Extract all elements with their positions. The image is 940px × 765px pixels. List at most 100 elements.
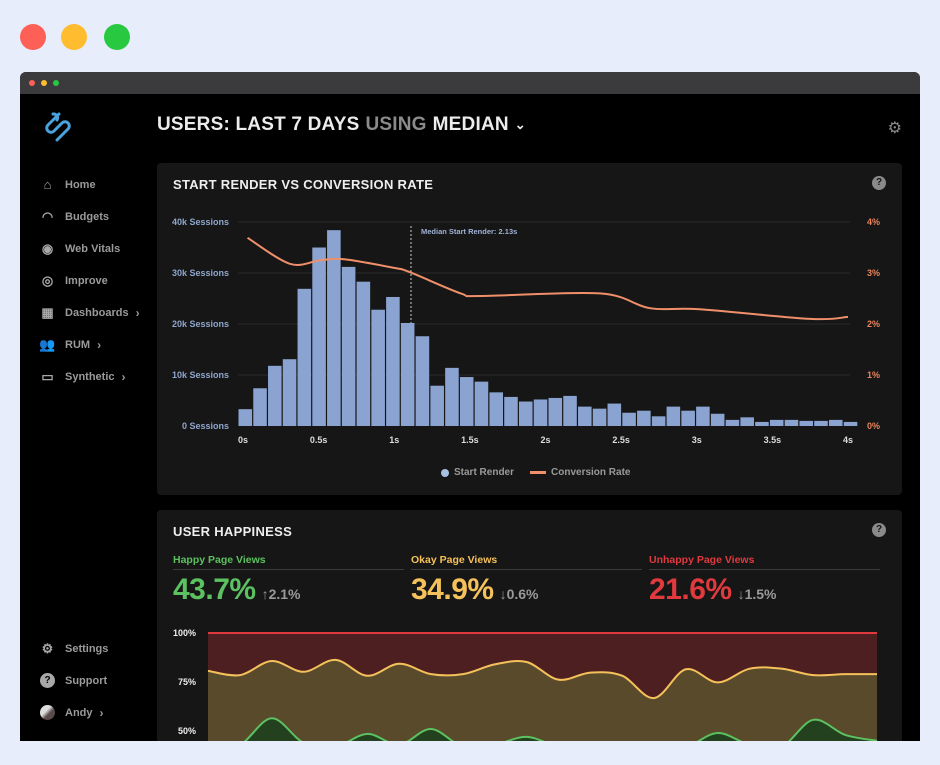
speedcurve-logo[interactable] [42,110,74,142]
sidebar-item-label: RUM [65,338,91,351]
sidebar-item-improve[interactable]: ◎ Improve [40,273,108,288]
page-title-dropdown[interactable]: USERS: LAST 7 DAYS USING MEDIAN ⌄ [157,114,526,136]
histogram-bar [755,421,769,426]
metric-value: 21.6% [649,573,732,606]
minimize-window-button[interactable] [61,24,87,50]
mini-minimize-dot [41,80,47,86]
y-tick: 75% [178,677,196,687]
histogram-bar [297,288,312,426]
histogram-bar [327,230,341,426]
histogram-bar [563,395,577,426]
chevron-right-icon: › [121,369,126,384]
legend-label: Conversion Rate [551,467,631,478]
histogram-bar [828,419,843,426]
metric-okay: Okay Page Views 34.9% ↓0.6% [411,554,642,607]
histogram-bar [651,416,666,426]
plot-area [207,632,878,741]
histogram-bar [400,322,415,426]
legend-dot-icon [441,468,449,477]
metric-unhappy: Unhappy Page Views 21.6% ↓1.5% [649,554,880,607]
gear-icon[interactable]: ⚙ [887,120,902,137]
histogram-bar [459,377,474,426]
sidebar-item-rum[interactable]: 👥 RUM › [39,336,101,352]
dashboard-icon: ▦ [41,304,54,320]
sidebar-item-settings[interactable]: ⚙ Settings [40,640,109,656]
y-right-tick: 4% [867,217,880,227]
sidebar-item-label: Budgets [65,210,109,223]
y-right-tick: 1% [867,370,880,380]
histogram-bar [578,406,592,426]
sidebar-item-web-vitals[interactable]: ◉ Web Vitals [40,241,120,256]
help-icon[interactable]: ? [872,523,886,537]
histogram-bar [548,397,563,426]
start-render-chart: 0 Sessions 10k Sessions 20k Sessions 30k Se… [172,217,880,445]
users-icon: 👥 [39,336,56,352]
y-tick: 100% [173,628,196,638]
legend-start-render[interactable]: Start Render [441,467,514,478]
histogram-bar [799,420,814,426]
histogram-bar [386,296,400,426]
mini-close-dot [29,80,35,86]
histogram-bar [740,417,754,426]
x-tick: 0.5s [310,435,328,445]
histogram-bar [666,406,681,426]
happiness-chart: 100% 75% 50% [173,628,878,741]
y-right-tick: 0% [867,421,880,431]
histogram-bar [268,365,282,426]
histogram-bar [356,281,371,426]
panel-title: START RENDER VS CONVERSION RATE [173,177,434,192]
histogram-bar [637,410,651,426]
histogram-bar [430,385,444,426]
metric-label: Unhappy Page Views [649,554,880,570]
x-tick: 4s [843,435,853,445]
sidebar-item-label: Dashboards [65,306,129,319]
sidebar-item-dashboards[interactable]: ▦ Dashboards › [40,304,139,320]
histogram-bar [784,419,799,426]
start-render-panel: START RENDER VS CONVERSION RATE ? 0 Sess… [157,163,902,495]
title-using: USING [365,114,427,135]
okay-line [207,658,878,700]
y-right-tick: 2% [867,319,880,329]
speedometer-icon: ◠ [41,208,54,224]
histogram-bar [518,401,533,426]
histogram-bar [489,392,504,426]
maximize-window-button[interactable] [104,24,130,50]
histogram-bar [253,388,267,426]
sidebar-item-andy[interactable]: Andy › [40,705,104,720]
histogram-bar [533,399,548,426]
chart-legend: Start Render Conversion Rate [441,467,630,478]
histogram-bar [607,403,622,426]
metric-delta: ↑2.1% [261,586,301,602]
metric-happy: Happy Page Views 43.7% ↑2.1% [173,554,404,607]
histogram-bar [504,396,518,426]
title-users: USERS: LAST 7 DAYS [157,114,360,135]
pulse-icon: ◉ [41,240,54,256]
sidebar-item-budgets[interactable]: ◠ Budgets [40,209,109,224]
y-right-tick: 3% [867,268,880,278]
sidebar-item-home[interactable]: ⌂ Home [40,177,96,192]
metric-label: Okay Page Views [411,554,642,570]
sidebar-item-label: Synthetic [65,370,115,383]
conversion-rate-line [247,236,849,321]
sidebar-item-label: Web Vitals [65,242,121,255]
histogram-bar [238,409,253,426]
help-icon[interactable]: ? [872,176,886,190]
histogram-bar [312,247,326,426]
histogram-bar [474,381,489,426]
legend-conversion-rate[interactable]: Conversion Rate [530,467,630,478]
x-tick: 2.5s [612,435,630,445]
sidebar-item-label: Andy [65,706,93,719]
target-icon: ◎ [41,272,54,288]
y-left-tick: 40k Sessions [172,217,229,227]
histogram-bar [725,419,740,426]
y-left-tick: 20k Sessions [172,319,229,329]
sidebar-item-support[interactable]: ? Support [40,673,107,688]
x-tick: 3.5s [764,435,782,445]
x-tick: 3s [692,435,702,445]
sidebar-item-label: Support [65,674,108,687]
sidebar-item-synthetic[interactable]: ▭ Synthetic › [40,369,126,384]
gear-icon: ⚙ [41,640,54,656]
histogram-bar [282,359,297,426]
histogram-bar [415,336,430,426]
close-window-button[interactable] [20,24,46,50]
